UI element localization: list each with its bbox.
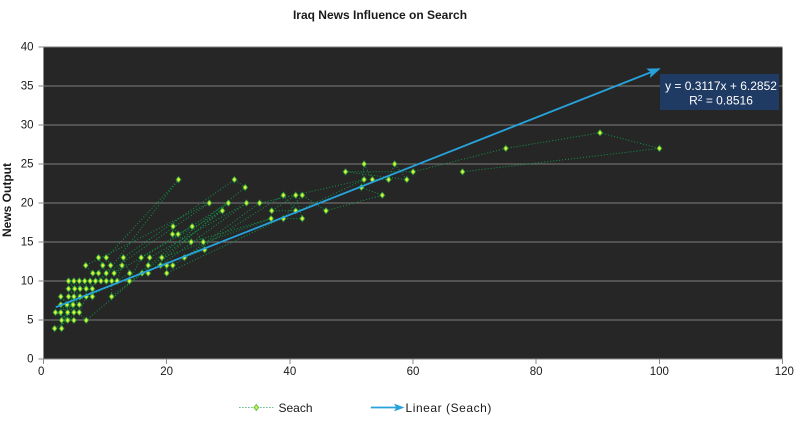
svg-text:Seach: Seach [279,401,313,415]
svg-text:0: 0 [38,366,44,378]
svg-text:40: 40 [21,42,34,54]
svg-text:60: 60 [407,366,420,378]
svg-text:15: 15 [21,237,34,249]
svg-text:120: 120 [775,366,794,378]
svg-text:Linear (Seach): Linear (Seach) [406,401,492,415]
svg-text:0: 0 [27,354,33,366]
svg-text:30: 30 [21,120,34,132]
svg-text:20: 20 [160,366,173,378]
svg-text:5: 5 [27,315,33,327]
svg-text:10: 10 [21,276,34,288]
svg-text:R2 = 0.8516: R2 = 0.8516 [689,93,753,108]
svg-text:y = 0.3117x + 6.2852: y = 0.3117x + 6.2852 [665,79,777,93]
svg-text:News Output: News Output [0,163,14,237]
svg-text:80: 80 [530,366,543,378]
svg-text:20: 20 [21,198,34,210]
svg-text:35: 35 [21,81,34,93]
svg-text:40: 40 [283,366,296,378]
svg-text:25: 25 [21,159,34,171]
svg-text:100: 100 [650,366,669,378]
svg-text:Iraq News Influence on Search: Iraq News Influence on Search [293,8,467,22]
